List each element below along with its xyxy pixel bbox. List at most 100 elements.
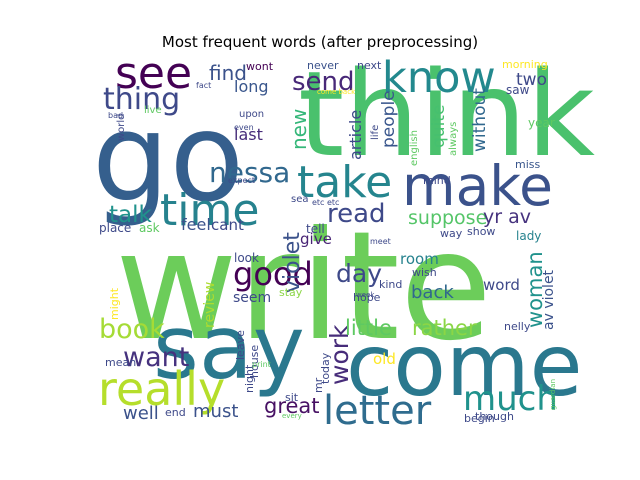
word-kind: kind [379,278,402,291]
word-sit: sit [285,391,299,404]
word-people: people [379,90,399,148]
word-lady: lady [516,229,541,243]
word-work: work [325,324,354,385]
chart-title: Most frequent words (after preprocessing… [161,33,479,51]
word-etc-etc: etc etc [312,198,339,207]
word-sea: sea [291,194,309,205]
word-go: go [92,87,244,229]
word-yr-av: yr av [483,206,531,228]
word-every: every [282,412,302,420]
word-give: give [300,230,332,248]
word-expect: expect [228,176,255,185]
word-well: well [123,403,159,424]
word-make: make [402,154,553,218]
word-mind: mind [423,174,451,187]
word-old: old [373,350,396,368]
word-violet: violet [280,232,305,293]
word-come-back: come back [317,88,356,96]
word-nelly: nelly [504,320,531,333]
word-year: year [528,116,555,130]
word-way: way [440,227,463,240]
word-bad: bad [108,111,123,120]
word-stay: stay [279,286,303,299]
word-long: long [234,77,269,96]
word-without: without [470,88,490,152]
word-never: never [307,59,339,72]
word-tell: tell [306,222,325,236]
word-show: show [467,225,495,238]
word-day: day [336,259,382,288]
word-must: must [193,401,238,422]
word-upon: upon [239,109,264,120]
word-two: two [516,70,547,90]
word-review: review [202,282,218,328]
word-wish: wish [412,266,437,279]
word-come: come [346,316,583,416]
word-nessa: nessa [209,156,290,189]
word-life: life [370,125,381,140]
word-last: last [234,125,263,144]
word-saw: saw [506,83,530,97]
word-though: though [475,410,514,423]
word-av-violet: av violet [541,269,557,330]
word-back: back [411,282,454,303]
word-world: world [116,113,127,141]
word-room: room [400,250,439,268]
word-quite: quite [429,105,449,148]
word-fact: fact [196,81,211,90]
word-thing: thing [103,82,180,117]
word-mr: mr [312,377,325,393]
word-really: really [98,362,225,416]
word-morning: morning [502,58,548,71]
word-book: book [99,314,165,345]
word-always: always [448,122,459,156]
word-write: write [115,200,492,374]
word-time: time [160,185,259,236]
word-look: look [234,251,259,265]
word-print: print [252,360,271,369]
word-place: place [99,221,131,235]
word-know: know [382,53,496,103]
word-house: house [248,345,261,378]
word-article: article [346,110,365,160]
word-ask: ask [139,221,160,235]
word-miss: miss [515,158,541,171]
word-send: send [292,67,355,97]
word-seem: seem [233,290,271,306]
word-take: take [297,157,392,208]
word-night: night [243,364,256,393]
word-week: week [356,291,375,299]
word-cant: cant [211,216,244,234]
word-live: live [144,105,162,116]
word-today: today [319,352,332,384]
word-leave: leave [234,330,247,360]
word-might: might [108,287,121,320]
word-new: new [287,109,311,150]
word-feel: feel [181,215,211,234]
word-word: word [483,276,520,294]
word-good: good [233,255,313,293]
word-english: english [409,130,420,166]
word-suppose: suppose [408,207,487,229]
word-hope: hope [353,291,381,304]
word-find: find [209,61,247,85]
word-want: want [123,342,189,373]
word-little: little [345,316,392,340]
word-read: read [327,199,386,229]
word-see: see [115,48,192,99]
word-even: even [234,123,254,132]
word-next: next [357,59,382,72]
word-think: think [298,45,595,183]
word-woman: woman [523,251,547,328]
word-wont: wont [246,60,274,73]
word-end: end [165,406,186,419]
word-meet: meet [370,237,391,246]
word-great: great [264,394,320,418]
word-letter: letter [323,388,432,434]
word-say: say [153,296,305,399]
word-much: much [463,379,558,419]
word-guardian: guardian [549,379,557,410]
word-rather: rather [412,316,477,340]
word-begin: begin [464,412,495,425]
